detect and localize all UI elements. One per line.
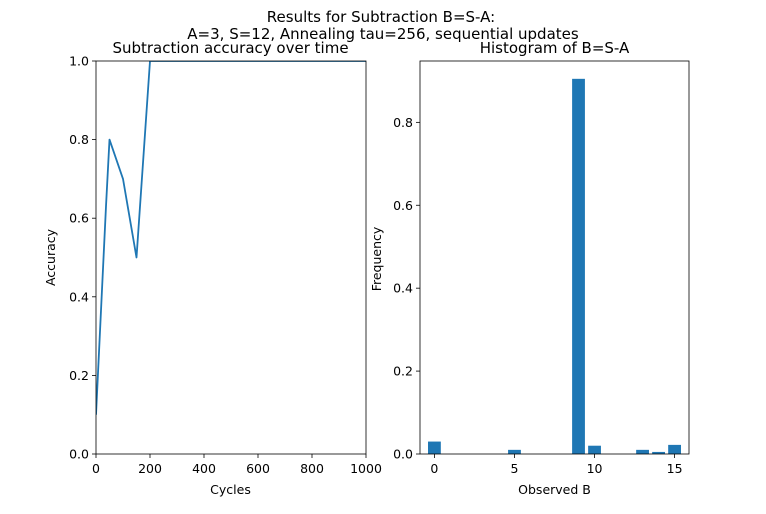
accuracy-chart-xtick-label-5: 1000 xyxy=(350,461,382,476)
accuracy-chart-xtick-label-3: 600 xyxy=(246,461,270,476)
accuracy-chart-ytick-label-5: 1.0 xyxy=(69,54,89,69)
histogram-chart-title: Histogram of B=S-A xyxy=(480,39,630,57)
histogram-chart-ytick-label-0: 0.0 xyxy=(393,447,413,462)
accuracy-chart-xlabel: Cycles xyxy=(210,482,251,497)
histogram-chart-xtick-label-1: 5 xyxy=(510,461,518,476)
histogram-chart-frame xyxy=(419,60,690,455)
histogram-chart-ytick-label-2: 0.4 xyxy=(393,281,413,296)
histogram-chart-xlabel: Observed B xyxy=(518,482,591,497)
histogram-bar-5 xyxy=(508,449,521,454)
accuracy-chart-ytick-label-4: 0.8 xyxy=(69,132,89,147)
histogram-bar-9 xyxy=(572,78,585,454)
accuracy-chart-ytick-label-0: 0.0 xyxy=(69,447,89,462)
histogram-chart-ytick-label-1: 0.2 xyxy=(393,364,413,379)
histogram-chart-ytick-label-4: 0.8 xyxy=(393,115,413,130)
histogram-bar-14 xyxy=(652,451,665,454)
accuracy-series-line xyxy=(96,61,366,415)
figure-suptitle-line1: Results for Subtraction B=S-A: xyxy=(267,8,495,26)
histogram-bar-10 xyxy=(588,445,601,454)
accuracy-chart: Subtraction accuracy over time Cycles Ac… xyxy=(43,39,382,497)
accuracy-chart-marks: 0 200 400 600 800 1000 0.0 0.2 0.4 0.6 0.8 1.0 xyxy=(69,54,382,477)
histogram-chart-ytick-label-3: 0.6 xyxy=(393,198,413,213)
histogram-chart: Histogram of B=S-A Observed B Frequency … xyxy=(369,39,690,497)
histogram-bar-15 xyxy=(668,444,681,454)
histogram-chart-xtick-label-0: 0 xyxy=(430,461,438,476)
histogram-chart-xtick-label-3: 15 xyxy=(667,461,683,476)
accuracy-chart-xtick-label-0: 0 xyxy=(92,461,100,476)
accuracy-chart-ytick-label-3: 0.6 xyxy=(69,211,89,226)
accuracy-chart-xtick-label-1: 200 xyxy=(138,461,162,476)
histogram-chart-marks: 0 5 10 15 0.0 0.2 0.4 0.6 0.8 xyxy=(393,60,690,476)
accuracy-chart-ytick-label-1: 0.2 xyxy=(69,368,89,383)
figure-suptitle-line2: A=3, S=12, Annealing tau=256, sequential… xyxy=(187,25,579,43)
accuracy-chart-ytick-label-2: 0.4 xyxy=(69,289,89,304)
accuracy-chart-frame xyxy=(95,60,367,455)
histogram-chart-ylabel: Frequency xyxy=(369,226,384,291)
accuracy-chart-ylabel: Accuracy xyxy=(43,228,58,286)
accuracy-chart-xtick-label-4: 800 xyxy=(300,461,324,476)
histogram-chart-xtick-label-2: 10 xyxy=(587,461,603,476)
histogram-bar-0 xyxy=(428,441,441,454)
histogram-bar-13 xyxy=(636,449,649,454)
accuracy-chart-title: Subtraction accuracy over time xyxy=(112,39,348,57)
accuracy-chart-xtick-label-2: 400 xyxy=(192,461,216,476)
